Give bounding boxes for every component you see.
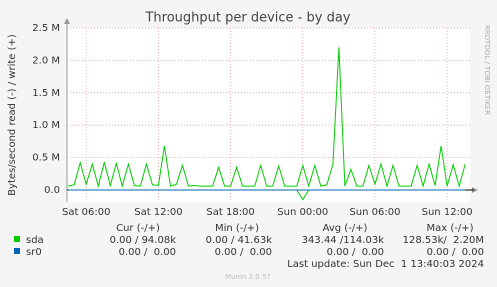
table-cell: 0.00 / 0.00 [119,247,176,258]
chart-title: Throughput per device - by day [144,11,350,26]
x-tick-label: Sun 06:00 [349,207,400,218]
x-tick-label: Sat 06:00 [62,207,110,218]
y-tick-label: 2.5 M [32,23,60,34]
side-label: RRDTOOL / TOBI OETIKER [483,25,491,115]
table-cell: 0.00 / 94.08k [110,235,177,246]
plot: 0.0 0.5 M 1.0 M 1.5 M 2.0 M 2.5 M Sat 06:00 Sat… [32,23,474,218]
table-cell: 128.53k/ 2.20M [403,235,484,246]
x-tick-label: Sun 00:00 [277,207,328,218]
plot-area [67,28,470,202]
table-cell: 0.00 / 41.63k [206,235,273,246]
legend-label: sr0 [26,247,42,258]
table-cell: 343.44 /114.03k [302,235,385,246]
version: Munin 2.0.57 [225,273,271,281]
y-axis-label: Bytes/second read (-) / write (+) [7,34,18,196]
legend-label: sda [26,235,44,246]
series-line [68,47,466,189]
x-tick-label: Sat 12:00 [134,207,182,218]
table-header: Max (-/+) [426,223,473,234]
table-cell: 0.00 / 0.00 [327,247,384,258]
y-tick-label: 0.0 [44,185,60,196]
table-cell: 0.00 / 0.00 [215,247,272,258]
table-header: Min (-/+) [215,223,259,234]
table-header: Cur (-/+) [116,223,160,234]
y-tick-label: 2.0 M [32,55,60,66]
legend-swatch [14,236,20,242]
y-tick-label: 0.5 M [32,153,60,164]
y-tick-label: 1.0 M [32,120,60,131]
x-axis-arrow [472,187,478,193]
y-tick-label: 1.5 M [32,88,60,99]
y-axis-arrow [64,18,70,24]
x-tick-label: Sun 12:00 [422,207,473,218]
legend-swatch [14,248,20,254]
x-tick-label: Sat 18:00 [206,207,254,218]
last-update: Last update: Sun Dec 1 13:40:03 2024 [287,259,484,270]
table-header: Avg (-/+) [323,223,368,234]
table-cell: 0.00 / 0.00 [427,247,484,258]
